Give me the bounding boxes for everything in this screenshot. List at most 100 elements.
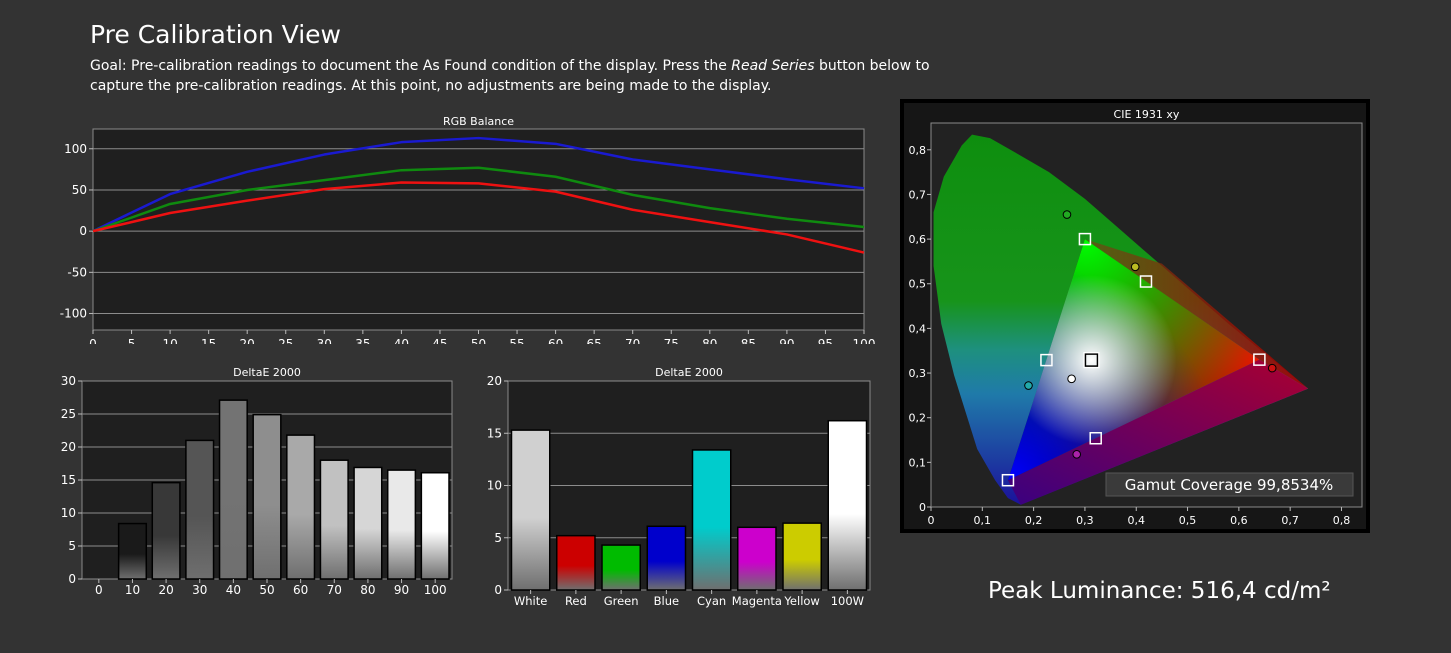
y-tick-label: 15: [487, 426, 502, 440]
x-tick-label: 35: [355, 337, 370, 344]
series-line: [92, 166, 865, 233]
x-tick-label: 40: [394, 337, 409, 344]
chart-title: DeltaE 2000: [233, 366, 301, 379]
x-tick-label: 20: [240, 337, 255, 344]
y-tick-label: 5: [68, 539, 76, 553]
chart-title: CIE 1931 xy: [1114, 108, 1180, 121]
gamut-blend: [1007, 239, 1260, 481]
category-label: Cyan: [697, 594, 726, 608]
x-tick-label: 85: [741, 337, 756, 344]
bar: [556, 534, 596, 591]
page-title: Pre Calibration View: [90, 20, 341, 49]
category-label: 60: [293, 583, 308, 597]
y-tick-label: 20: [487, 374, 502, 388]
target-marker: [1001, 473, 1015, 487]
target-marker: [1040, 353, 1053, 367]
category-label: Yellow: [783, 594, 819, 608]
x-tick-label: 55: [509, 337, 524, 344]
y-tick-label: 15: [61, 473, 76, 487]
x-tick-label: 25: [278, 337, 293, 344]
category-label: 100W: [831, 594, 864, 608]
y-tick-label: 50: [72, 183, 87, 197]
gamut-coverage-label: Gamut Coverage 99,8534%: [1125, 476, 1334, 494]
y-tick-label: 0,6: [909, 233, 927, 246]
color-deltae-panel: DeltaE 2000 0 5 10 15 20 White Red Green Blue Cyan…: [478, 362, 878, 608]
chart-title: DeltaE 2000: [655, 366, 723, 379]
bar: [319, 459, 349, 580]
x-tick-label: 75: [664, 337, 679, 344]
x-tick-label: 0,7: [1281, 514, 1299, 527]
gamut-coverage-box: [1105, 472, 1354, 497]
category-label: 20: [158, 583, 173, 597]
target-marker: [1089, 431, 1102, 445]
read-series-emphasis: Read Series: [731, 58, 815, 74]
y-tick-label: 0: [494, 583, 502, 597]
bar: [510, 429, 551, 591]
bar: [601, 544, 641, 591]
bar: [737, 526, 777, 591]
x-tick-label: 90: [779, 337, 794, 344]
cie-panel: CIE 1931 xy 0 0,1 0,2 0,3 0,4 0,5 0,6 0,7 0,8 0 0,1…: [900, 99, 1370, 533]
goal-text-start: Goal: Pre-calibration readings to docume…: [90, 58, 732, 74]
category-label: 40: [226, 583, 241, 597]
x-tick-label: 0,8: [1333, 514, 1351, 527]
chart-title: RGB Balance: [443, 115, 514, 128]
bar: [782, 522, 822, 591]
bar: [218, 399, 248, 580]
x-tick-label: 0,2: [1025, 514, 1043, 527]
magenta-rim: [1007, 359, 1309, 505]
measured-point: [1062, 210, 1072, 219]
y-tick-label: -50: [67, 265, 87, 279]
bar: [117, 522, 148, 580]
y-tick-label: 0: [79, 224, 87, 238]
x-tick-label: 80: [702, 337, 717, 344]
x-tick-label: 0: [89, 337, 97, 344]
bar: [185, 439, 215, 580]
category-label: 30: [192, 583, 207, 597]
goal-text-end: button below to capture the pre-calibrat…: [90, 58, 930, 94]
x-tick-label: 45: [432, 337, 447, 344]
grayscale-deltae-chart: DeltaE 2000 0 5 10 15 20 25 30 0 10 20 30 40 50 60 70 80…: [61, 366, 453, 597]
y-tick-label: 0,1: [909, 456, 927, 469]
measured-point: [1267, 363, 1277, 373]
target-marker: [1253, 353, 1266, 366]
x-tick-label: 10: [162, 337, 177, 344]
target-marker: [1084, 353, 1099, 367]
category-label: Red: [565, 594, 587, 608]
x-tick-label: 0,3: [1076, 514, 1094, 527]
rgb-balance-chart: RGB Balance -100 -50 0 50 100 0 5 10 15 20 25 30 35 40…: [60, 115, 876, 351]
x-tick-label: 70: [625, 337, 640, 344]
y-tick-label: 20: [61, 440, 76, 454]
x-tick-label: 15: [201, 337, 216, 344]
x-tick-label: 0,4: [1127, 514, 1145, 527]
y-tick-label: 0: [68, 572, 76, 586]
bar: [691, 449, 732, 591]
x-tick-label: 30: [317, 337, 332, 344]
plot-area: [92, 128, 865, 331]
white-target-outline: [1083, 351, 1100, 369]
measured-point: [1024, 381, 1033, 390]
y-tick-label: 0,8: [909, 144, 927, 157]
category-label: 80: [360, 583, 375, 597]
y-tick-label: 0,3: [909, 367, 927, 380]
x-tick-label: 50: [471, 337, 486, 344]
category-label: White: [514, 594, 547, 608]
category-label: 10: [125, 583, 140, 597]
category-label: Green: [604, 594, 639, 608]
goal-description: Goal: Pre-calibration readings to docume…: [90, 56, 950, 96]
y-tick-label: 0,4: [909, 322, 927, 335]
y-tick-label: 5: [494, 531, 502, 545]
y-tick-label: 30: [61, 374, 76, 388]
x-tick-label: 0,1: [974, 514, 992, 527]
bar: [252, 413, 282, 580]
y-tick-label: 0,2: [909, 412, 927, 425]
x-tick-label: 60: [548, 337, 563, 344]
measured-point: [1067, 374, 1076, 384]
series-line: [92, 181, 865, 254]
y-tick-label: 10: [487, 479, 502, 493]
category-label: 50: [259, 583, 274, 597]
y-tick-label: 0,5: [909, 278, 927, 291]
category-label: 0: [95, 583, 103, 597]
y-tick-label: 10: [61, 506, 76, 520]
x-tick-label: 65: [587, 337, 602, 344]
